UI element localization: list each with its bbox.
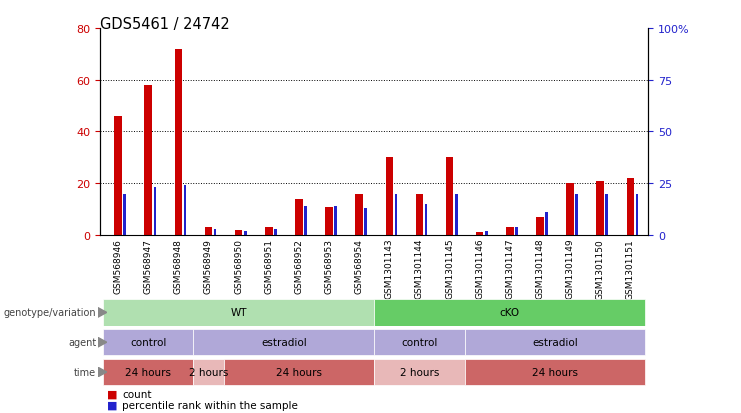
FancyBboxPatch shape [193, 329, 374, 356]
Bar [476, 233, 483, 235]
FancyBboxPatch shape [224, 359, 374, 385]
Bar [124, 194, 126, 235]
Bar [213, 229, 216, 235]
Bar [446, 158, 453, 235]
Text: 2 hours: 2 hours [189, 367, 228, 377]
Bar [455, 194, 457, 235]
Text: 2 hours: 2 hours [399, 367, 439, 377]
Text: percentile rank within the sample: percentile rank within the sample [122, 400, 298, 410]
Bar [144, 86, 152, 235]
Bar [394, 194, 397, 235]
Bar [153, 188, 156, 235]
Text: ■: ■ [107, 389, 118, 399]
Polygon shape [98, 337, 107, 347]
Bar [325, 207, 333, 235]
Text: genotype/variation: genotype/variation [4, 308, 96, 318]
Text: estradiol: estradiol [261, 337, 307, 347]
FancyBboxPatch shape [103, 299, 374, 326]
Bar [536, 217, 544, 235]
Polygon shape [98, 367, 107, 377]
Text: 24 hours: 24 hours [125, 367, 171, 377]
Bar [114, 116, 122, 235]
FancyBboxPatch shape [193, 359, 224, 385]
Bar [295, 199, 302, 235]
Text: cKO: cKO [499, 308, 520, 318]
FancyBboxPatch shape [374, 299, 645, 326]
Bar [184, 186, 186, 235]
Text: WT: WT [230, 308, 247, 318]
Bar [356, 194, 363, 235]
FancyBboxPatch shape [374, 359, 465, 385]
Text: agent: agent [68, 337, 96, 347]
Bar [235, 230, 242, 235]
FancyBboxPatch shape [465, 359, 645, 385]
Bar [205, 228, 212, 235]
Text: estradiol: estradiol [532, 337, 578, 347]
Text: 24 hours: 24 hours [276, 367, 322, 377]
Bar [334, 206, 337, 235]
Polygon shape [98, 308, 107, 318]
Bar [597, 181, 604, 235]
Text: GDS5461 / 24742: GDS5461 / 24742 [100, 17, 230, 31]
FancyBboxPatch shape [465, 329, 645, 356]
Bar [485, 231, 488, 235]
Bar [566, 184, 574, 235]
Bar [515, 227, 518, 235]
Bar [304, 206, 307, 235]
FancyBboxPatch shape [103, 329, 193, 356]
Bar [265, 228, 273, 235]
Text: time: time [74, 367, 96, 377]
Bar [365, 209, 367, 235]
Text: 24 hours: 24 hours [532, 367, 578, 377]
Bar [545, 213, 548, 235]
Bar [385, 158, 393, 235]
Bar [274, 229, 276, 235]
FancyBboxPatch shape [374, 329, 465, 356]
Text: control: control [130, 337, 167, 347]
FancyBboxPatch shape [103, 359, 193, 385]
Bar [175, 50, 182, 235]
Text: ■: ■ [107, 400, 118, 410]
Bar [506, 228, 514, 235]
Bar [425, 204, 428, 235]
Text: count: count [122, 389, 152, 399]
Bar [416, 194, 423, 235]
Bar [636, 194, 638, 235]
Bar [627, 178, 634, 235]
Bar [575, 194, 578, 235]
Text: control: control [401, 337, 438, 347]
Bar [244, 231, 247, 235]
Bar [605, 194, 608, 235]
